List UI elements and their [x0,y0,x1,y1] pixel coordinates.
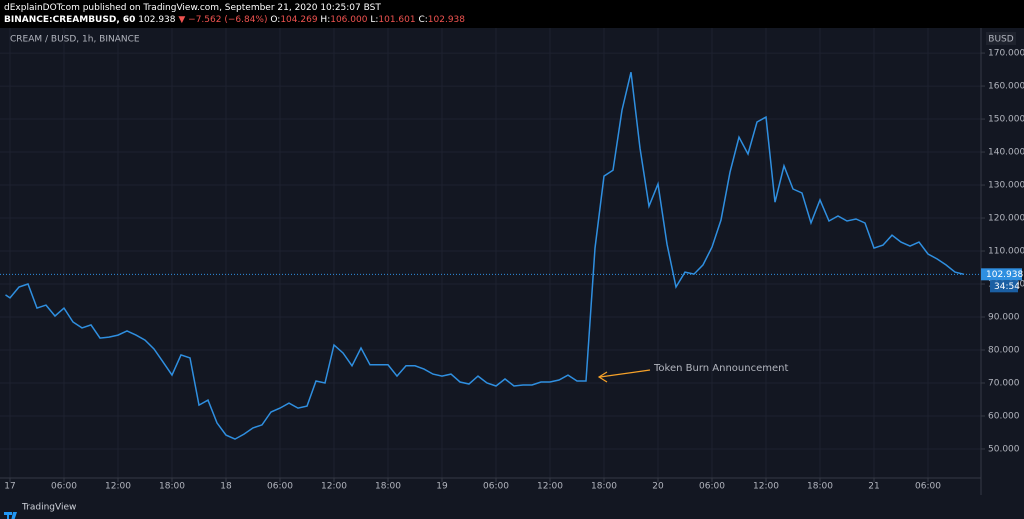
price-line [5,72,965,440]
c-label: C: [418,15,428,25]
footer-brand: TradingView [21,503,76,513]
y-tick-label: 70.000 [988,378,1020,388]
y-tick-label: 140.000 [988,148,1024,158]
x-tick-label: 06:00 [267,482,293,492]
y-tick-label: 120.000 [988,214,1024,224]
x-tick-label: 12:00 [537,482,563,492]
x-tick-label: 12:00 [753,482,779,492]
y-tick-label: 130.000 [988,181,1024,191]
x-tick-label: 18:00 [591,482,617,492]
y-tick-label: 110.000 [988,247,1024,257]
x-tick-label: 06:00 [915,482,941,492]
x-tick-label: 17 [4,482,15,492]
background [0,28,1024,519]
grid: 50.00060.00070.00080.00090.000100.000110… [0,28,1024,492]
c-value: 102.938 [427,15,466,25]
unit-box [986,32,1016,45]
y-tick-label: 90.000 [988,313,1020,323]
last-price-box [981,268,1022,281]
y-tick-label: 50.000 [988,444,1020,454]
y-unit: BUSD [988,35,1013,45]
x-tick-label: 19 [436,482,448,492]
y-tick-label: 170.000 [988,49,1024,59]
publish-line: dExplainDOTcom published on TradingView.… [4,3,381,13]
x-tick-label: 06:00 [483,482,509,492]
annotation: Token Burn Announcement [653,363,788,374]
header: dExplainDOTcom published on TradingView.… [0,0,1024,28]
o-value: 104.269 [280,15,318,25]
annotation-arrow [599,369,651,378]
countdown: 34:54 [994,282,1020,292]
y-tick-label: 60.000 [988,411,1020,421]
axis-labels: 102.938 34:54 [981,268,1023,293]
h-label: H: [320,15,331,25]
footer-logo [4,512,17,519]
x-tick-label: 06:00 [699,482,725,492]
x-tick-label: 06:00 [51,482,77,492]
x-tick-label: 18:00 [375,482,401,492]
x-tick-label: 12:00 [321,482,347,492]
change: ▼ −7.562 (−6.84%) [178,15,268,25]
marks [0,72,981,440]
x-tick-label: 12:00 [105,482,131,492]
last-price-label: 102.938 [986,270,1023,280]
o-label: O: [270,15,281,25]
countdown-box [990,280,1018,293]
y-tick-label: 150.000 [988,115,1024,125]
y-tick-label: 160.000 [988,82,1024,92]
x-tick-label: 20 [652,482,664,492]
x-tick-label: 18 [220,482,232,492]
l-label: L: [370,15,379,25]
y-tick-label: 80.000 [988,345,1020,355]
x-tick-label: 18:00 [159,482,185,492]
l-value: 101.601 [378,15,416,25]
x-tick-label: 21 [868,482,879,492]
x-tick-label: 18:00 [807,482,833,492]
annotation-arrowhead [597,371,608,383]
quote-line: BINANCE:CREAMBUSD, 60 102.938 ▼ −7.562 (… [4,14,1024,26]
last: 102.938 [138,15,176,25]
symbol: BINANCE:CREAMBUSD, 60 [4,15,136,25]
chart-title: CREAM / BUSD, 1h, BINANCE [10,35,140,45]
chart: 50.00060.00070.00080.00090.000100.000110… [0,28,1024,519]
h-value: 106.000 [330,15,368,25]
